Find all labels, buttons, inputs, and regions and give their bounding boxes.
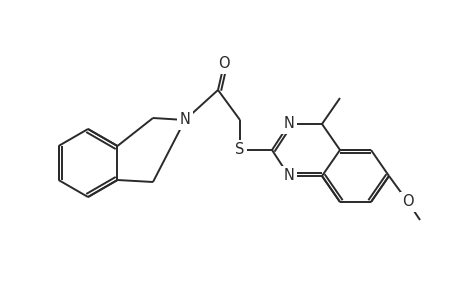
Text: N: N — [179, 112, 190, 128]
Text: N: N — [283, 116, 294, 131]
Text: S: S — [235, 142, 244, 158]
Text: N: N — [283, 169, 294, 184]
Text: O: O — [401, 194, 413, 209]
Text: O: O — [218, 56, 230, 71]
